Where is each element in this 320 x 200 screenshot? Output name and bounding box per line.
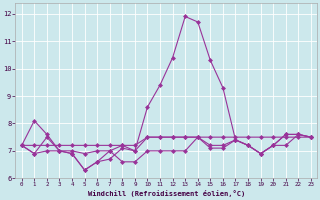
X-axis label: Windchill (Refroidissement éolien,°C): Windchill (Refroidissement éolien,°C) bbox=[88, 190, 245, 197]
